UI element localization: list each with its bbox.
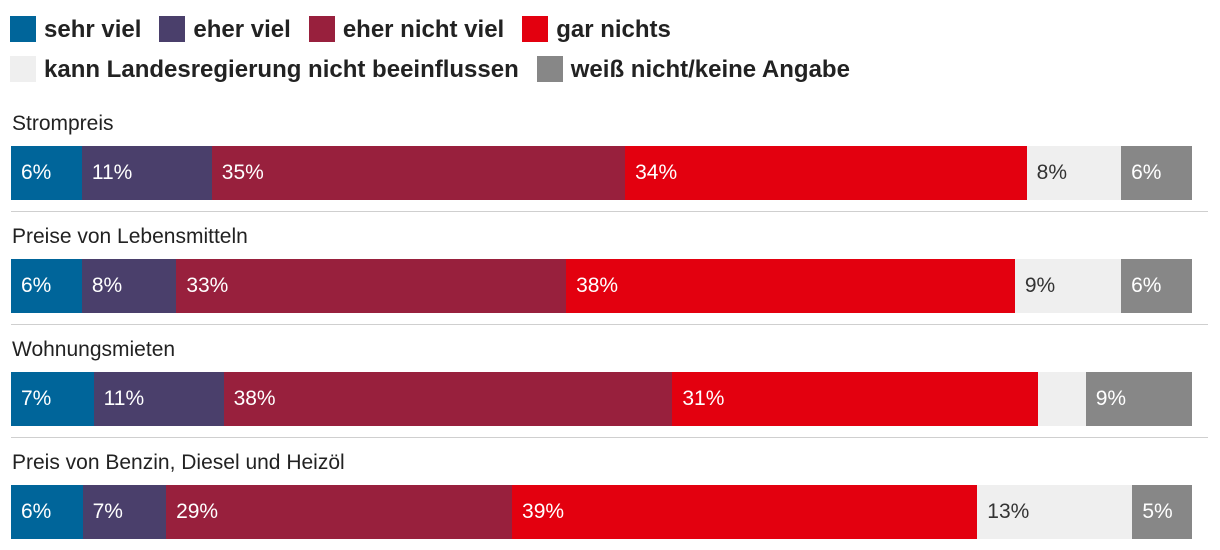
row-separator	[11, 437, 1208, 438]
category-label: Wohnungsmieten	[12, 338, 176, 361]
row-separator	[11, 211, 1208, 212]
bar-segment: 39%	[512, 485, 978, 539]
legend-swatch	[10, 56, 36, 82]
data-label: 35%	[221, 161, 264, 184]
legend-item: eher nicht viel	[308, 10, 505, 50]
legend-label: gar nichts	[556, 16, 671, 43]
bar-segment: 29%	[166, 485, 513, 539]
data-label: 29%	[176, 500, 219, 523]
bar-segment: 6%	[11, 485, 83, 539]
legend-label: eher nicht viel	[342, 16, 505, 43]
bar-segment: 38%	[566, 259, 1015, 313]
data-label: 6%	[21, 274, 52, 297]
legend-item: eher viel	[159, 10, 291, 50]
bar-segment: 7%	[11, 372, 94, 426]
data-label: 6%	[21, 161, 52, 184]
data-label: 9%	[1095, 387, 1127, 410]
bar-segment: 6%	[1121, 146, 1192, 200]
data-label: 31%	[682, 387, 725, 410]
bar-segment: 6%	[1121, 259, 1192, 313]
stacked-bar: 6% 8% 33% 38% 9% 6%	[11, 259, 1192, 313]
data-label: 9%	[1024, 274, 1056, 297]
data-label: 8%	[91, 274, 123, 297]
bar-segment: 7%	[82, 485, 167, 539]
bar-segment: 6%	[11, 259, 82, 313]
bar-segment: 33%	[176, 259, 567, 313]
legend-item: weiß nicht/keine Angabe	[536, 50, 850, 90]
data-label: 33%	[186, 274, 229, 297]
bar-segment: 9%	[1014, 259, 1122, 313]
bar-segment: 31%	[672, 372, 1039, 426]
stacked-bar: 6% 7% 29% 39% 13% 5%	[11, 485, 1192, 539]
legend-label: kann Landesregierung nicht beeinflussen	[44, 56, 519, 83]
data-label: 6%	[21, 500, 52, 523]
legend: sehr viel eher viel eher nicht viel gar nic…	[10, 10, 1110, 90]
bar-segment	[1038, 372, 1086, 426]
legend-label: eher viel	[193, 16, 291, 43]
data-label: 13%	[987, 500, 1030, 523]
category-label: Strompreis	[12, 112, 114, 135]
data-label: 39%	[522, 500, 565, 523]
category-label: Preise von Lebensmitteln	[12, 225, 248, 248]
data-label: 11%	[103, 387, 145, 410]
data-label: 7%	[21, 387, 52, 410]
category-label: Preis von Benzin, Diesel und Heizöl	[12, 451, 345, 474]
bar-segment: 9%	[1085, 372, 1192, 426]
bar-segment: 5%	[1132, 485, 1192, 539]
bar-segment: 38%	[223, 372, 673, 426]
data-label: 7%	[92, 500, 123, 523]
legend-swatch	[308, 16, 335, 42]
legend-label: sehr viel	[44, 16, 142, 43]
data-label: 34%	[635, 161, 678, 184]
data-label: 8%	[1036, 161, 1068, 184]
bar-segment: 6%	[11, 146, 82, 200]
bar-segment: 8%	[1026, 146, 1122, 200]
bar-segment: 34%	[625, 146, 1027, 200]
legend-item: sehr viel	[10, 10, 141, 50]
legend-swatch	[536, 56, 563, 82]
bar-segment: 35%	[211, 146, 626, 200]
legend-item: kann Landesregierung nicht beeinflussen	[10, 50, 519, 90]
stacked-bar: 7% 11% 38% 31% 9%	[11, 372, 1192, 426]
bar-segment: 11%	[93, 372, 224, 426]
row-separator	[11, 324, 1208, 325]
data-label: 11%	[91, 161, 133, 184]
legend-label: weiß nicht/keine Angabe	[570, 56, 850, 83]
legend-item: gar nichts	[522, 10, 671, 50]
data-label: 38%	[233, 387, 276, 410]
data-label: 6%	[1131, 274, 1162, 297]
legend-swatch	[522, 16, 549, 42]
bar-segment: 8%	[81, 259, 177, 313]
legend-swatch	[10, 16, 36, 42]
data-label: 6%	[1131, 161, 1162, 184]
data-label: 38%	[576, 274, 619, 297]
bar-segment: 13%	[977, 485, 1133, 539]
legend-swatch	[159, 16, 186, 42]
bar-segment: 11%	[81, 146, 212, 200]
stacked-bar: 6% 11% 35% 34% 8% 6%	[11, 146, 1192, 200]
data-label: 5%	[1142, 500, 1173, 523]
